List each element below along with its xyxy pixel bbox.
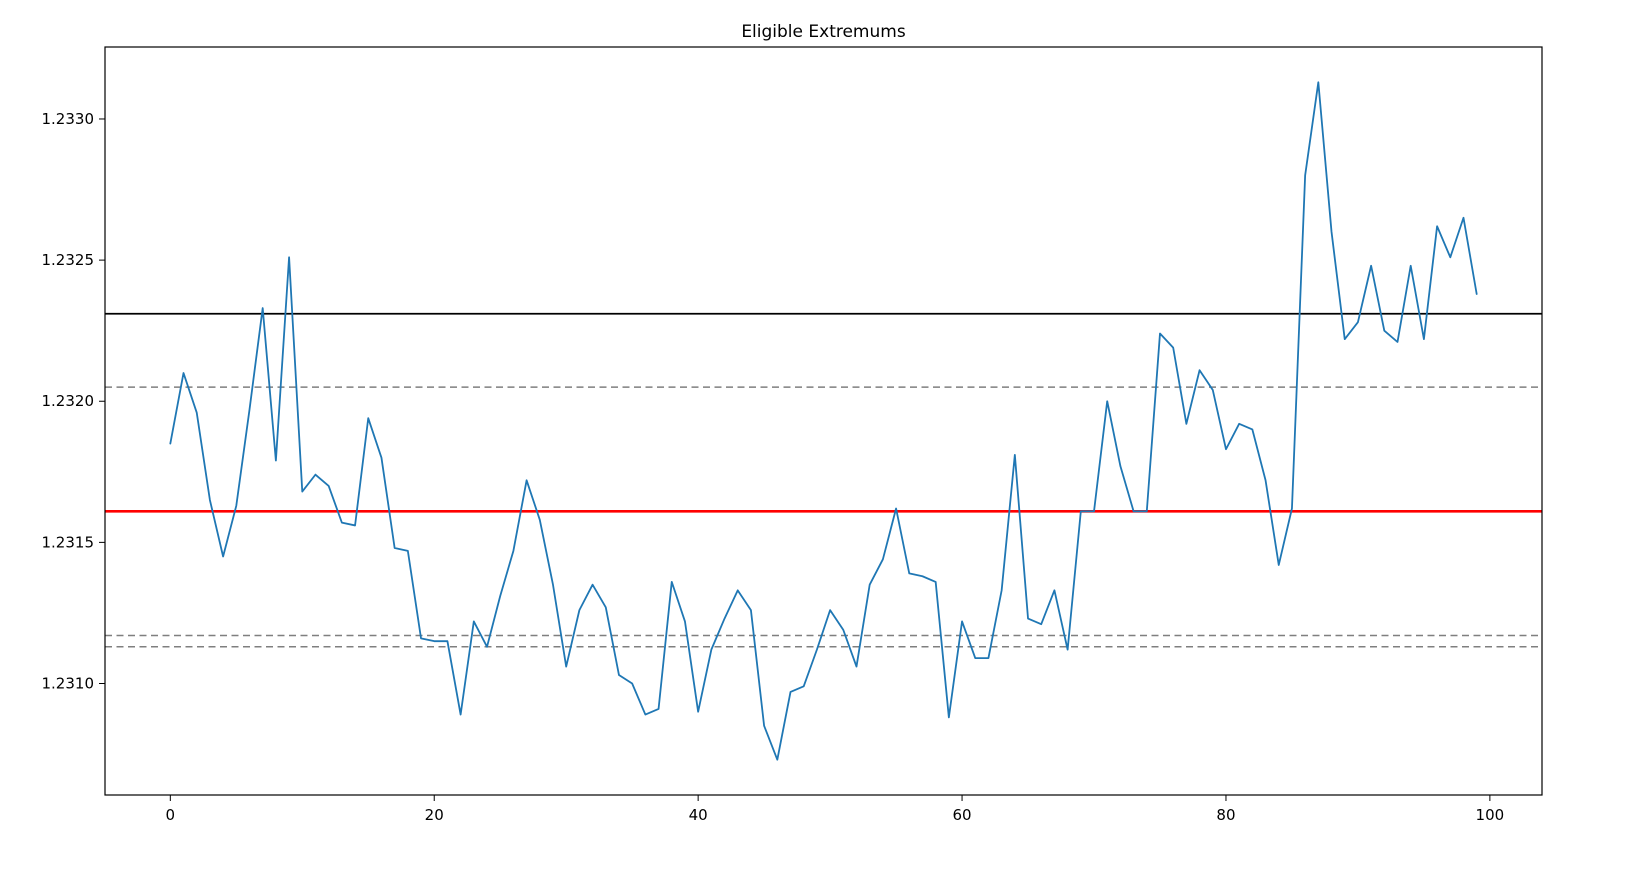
x-tick-label: 0 [166,806,176,824]
axes-frame [104,46,1543,796]
x-tick-label: 80 [1216,806,1235,824]
y-tick-label: 1.2320 [42,392,95,410]
y-tick-label: 1.2325 [42,251,95,269]
y-tick-label: 1.2310 [42,675,95,693]
series-line-price [169,81,1478,761]
chart-title: Eligible Extremums [741,22,906,42]
x-tick-label: 100 [1476,806,1505,824]
y-tick-label: 1.2315 [42,533,95,551]
x-tick-label: 60 [953,806,972,824]
y-tick-label: 1.2330 [42,110,95,128]
x-tick-label: 20 [425,806,444,824]
x-tick-label: 40 [689,806,708,824]
